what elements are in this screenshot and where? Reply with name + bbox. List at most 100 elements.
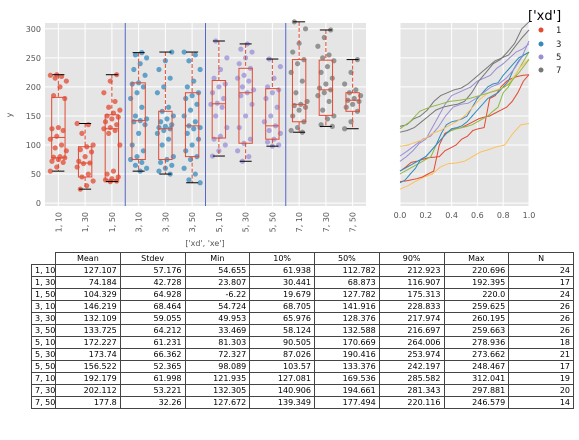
table-corner	[32, 253, 56, 265]
series-line-5c	[399, 58, 530, 147]
data-point	[191, 126, 197, 132]
data-point	[269, 90, 275, 96]
data-point	[169, 162, 175, 168]
legend-entry-5: 5	[538, 53, 561, 63]
summary-table: Mean Stdev Min 10% 50% 90% Max N 1, 10 12…	[31, 252, 574, 409]
table-row: 5, 30 173.74 66.362 72.327 87.026 190.416 253.…	[31, 348, 574, 361]
line-x-tick-label: 1.0	[523, 211, 536, 220]
table-cell: 175.313	[378, 288, 445, 301]
table-cell: 132.588	[314, 324, 380, 337]
table-row: 1, 30 74.184 42.728 23.807 30.441 68.873 116.9…	[31, 276, 574, 289]
data-point	[74, 120, 80, 127]
x-tick-label: 5, 10	[215, 212, 224, 232]
table-cell: 64.928	[119, 288, 186, 301]
table-cell: 139.349	[249, 396, 315, 409]
table-cell: 24	[508, 264, 574, 277]
data-point	[60, 127, 66, 134]
table-cell: 156.522	[55, 360, 121, 373]
line-x-tick-label: 0.8	[497, 211, 510, 220]
data-point	[187, 107, 194, 113]
table-cell: 112.782	[314, 264, 380, 277]
box-7	[211, 40, 227, 157]
table-cell: 68.705	[249, 300, 315, 313]
table-cell: 132.305	[184, 384, 251, 397]
data-point	[52, 145, 58, 151]
table-cell: 65.976	[249, 312, 315, 325]
data-point	[318, 69, 324, 75]
data-point	[85, 171, 91, 177]
legend-entry-7: 7	[538, 66, 561, 76]
data-point	[159, 142, 165, 148]
x-tick-label: 1, 10	[54, 212, 63, 232]
column-header: Mean	[55, 252, 121, 265]
table-cell: 133.376	[314, 360, 380, 373]
row-label: 3, 30	[31, 312, 56, 325]
table-cell: 61.938	[249, 264, 315, 277]
table-cell: 121.935	[184, 372, 251, 385]
table-cell: 220.116	[378, 396, 445, 409]
data-point	[216, 84, 222, 90]
data-point	[331, 58, 337, 64]
data-point	[170, 154, 176, 160]
data-point	[224, 124, 230, 131]
table-cell: 90.505	[249, 336, 315, 349]
table-cell: 133.725	[55, 324, 121, 337]
table-row: 1, 50 104.329 64.928 -6.22 19.679 127.782 175.…	[31, 288, 574, 301]
data-point	[154, 130, 160, 136]
data-point	[189, 93, 195, 99]
data-point	[112, 98, 118, 105]
table-cell: -6.22	[184, 288, 251, 301]
data-point	[184, 130, 190, 136]
data-point	[165, 104, 172, 110]
table-cell: 17	[508, 360, 574, 373]
data-point	[321, 90, 327, 96]
table-row: 5, 10 172.227 61.231 81.303 90.505 170.669 264…	[31, 336, 574, 349]
data-point	[104, 171, 110, 177]
data-point	[299, 78, 305, 84]
data-point	[114, 122, 120, 128]
table-cell: 281.343	[378, 384, 445, 397]
table-row: 7, 30 202.112 53.221 132.305 140.906 194.661 2…	[31, 384, 574, 397]
data-point	[274, 104, 280, 110]
line-x-tick-label: 0.6	[471, 211, 484, 220]
legend-marker-7	[538, 67, 544, 73]
data-point	[304, 98, 310, 105]
series-line-1c	[399, 74, 530, 183]
table-row: 3, 30 132.109 59.055 49.953 65.976 128.376 217…	[31, 312, 574, 325]
row-label: 5, 30	[31, 348, 56, 361]
data-point	[106, 130, 112, 136]
table-cell: 312.041	[443, 372, 510, 385]
x-tick-label: 7, 30	[322, 212, 331, 232]
data-point	[140, 148, 147, 154]
table-cell: 66.362	[119, 348, 186, 361]
table-cell: 190.416	[314, 348, 380, 361]
line-panel-background	[400, 23, 529, 206]
data-point	[294, 61, 301, 67]
data-point	[79, 130, 85, 136]
data-point	[296, 107, 302, 113]
box-6	[184, 51, 200, 184]
data-point	[162, 123, 168, 130]
table-cell: 212.923	[378, 264, 445, 277]
line-x-tick-label: 0.4	[445, 211, 458, 220]
legend-marker-3	[538, 41, 544, 47]
data-point	[290, 49, 296, 55]
table-cell: 54.655	[184, 264, 251, 277]
data-point	[142, 72, 148, 78]
table-cell: 253.974	[378, 348, 445, 361]
data-point	[208, 101, 214, 107]
table-cell: 74.184	[55, 276, 121, 289]
box-body	[318, 59, 334, 116]
column-header: 50%	[314, 252, 380, 265]
table-cell: 57.176	[119, 264, 186, 277]
box-4	[131, 52, 146, 172]
row-label: 1, 10	[31, 264, 56, 277]
data-point	[109, 116, 115, 122]
data-point	[140, 84, 147, 90]
data-point	[117, 142, 123, 148]
data-point	[221, 95, 227, 102]
row-label: 5, 50	[31, 360, 56, 373]
table-cell: 18	[508, 336, 574, 349]
data-point	[320, 107, 326, 113]
table-cell: 59.055	[119, 312, 186, 325]
